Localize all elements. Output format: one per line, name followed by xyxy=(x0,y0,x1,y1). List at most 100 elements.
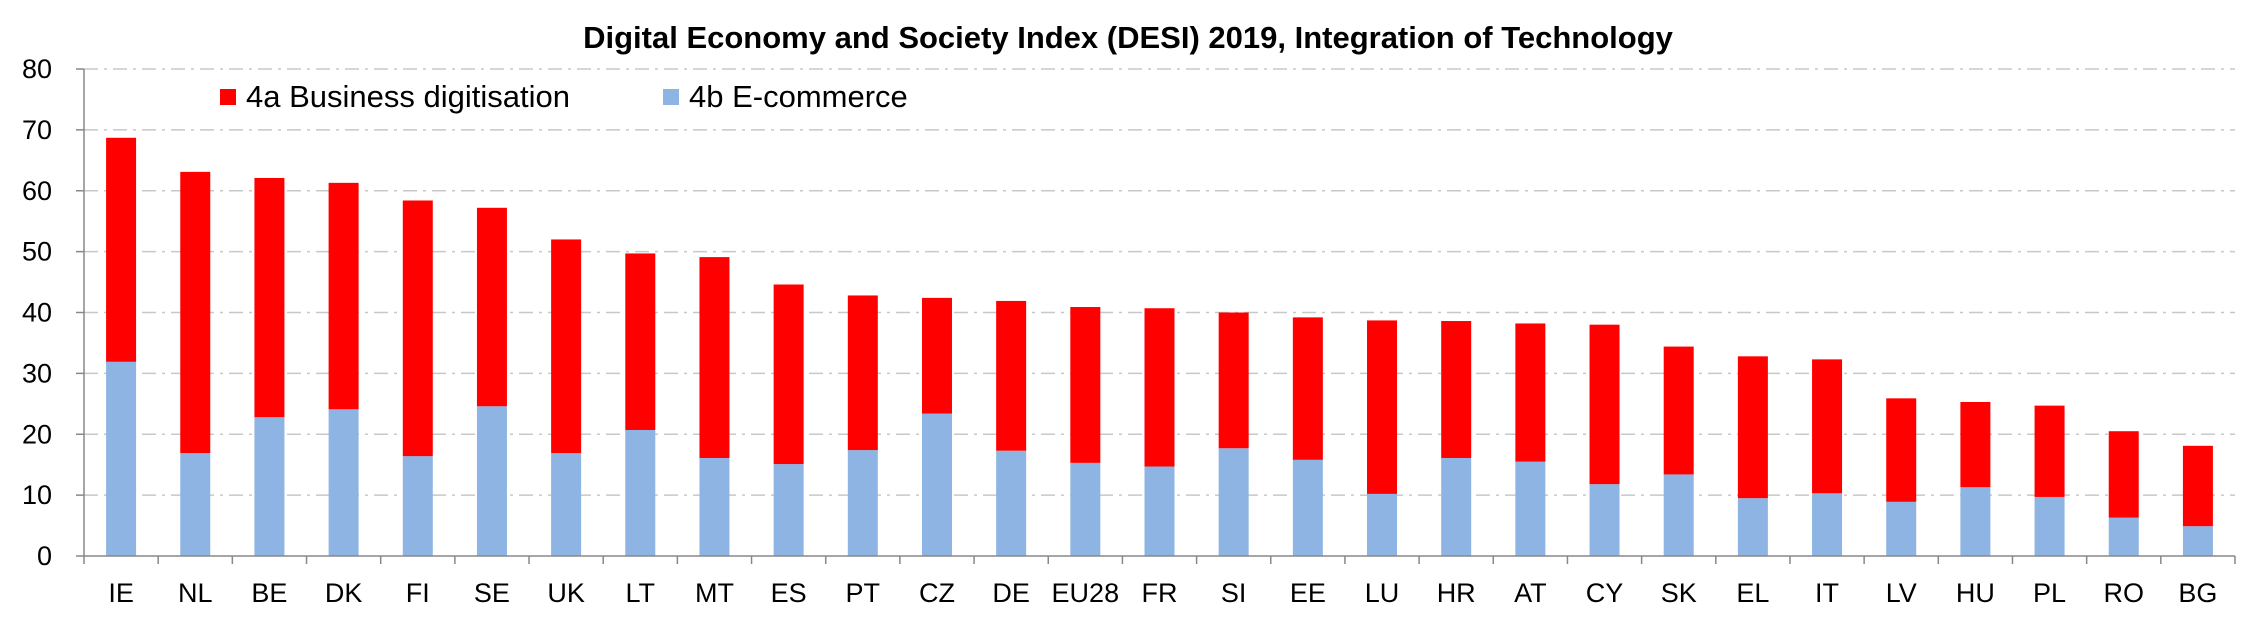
bar-lv-e-commerce xyxy=(1886,501,1917,556)
x-tick-label: NL xyxy=(178,578,213,608)
bar-at-e-commerce xyxy=(1515,461,1546,556)
x-tick-label: DK xyxy=(325,578,363,608)
legend: 4a Business digitisation 4b E-commerce xyxy=(220,79,908,114)
x-tick-label: AT xyxy=(1514,578,1547,608)
x-tick-label: EU28 xyxy=(1052,578,1120,608)
bar-at-business-digitisation xyxy=(1515,323,1546,462)
x-tick-label: IT xyxy=(1815,578,1839,608)
bar-lt-e-commerce xyxy=(625,429,656,556)
x-tick-label: MT xyxy=(695,578,734,608)
x-tick-label: FI xyxy=(406,578,430,608)
bar-pt-e-commerce xyxy=(847,450,878,556)
x-tick-label: HR xyxy=(1437,578,1476,608)
bar-bg-business-digitisation xyxy=(2182,445,2213,527)
x-tick-label: SK xyxy=(1661,578,1697,608)
bar-hu-business-digitisation xyxy=(1960,401,1991,488)
bar-dk-business-digitisation xyxy=(328,182,359,410)
x-tick-label: CZ xyxy=(919,578,955,608)
bar-de-e-commerce xyxy=(996,450,1027,556)
x-tick-label: BE xyxy=(251,578,287,608)
x-tick-label: IE xyxy=(108,578,134,608)
bar-cz-e-commerce xyxy=(921,413,952,556)
x-tick-label: UK xyxy=(547,578,585,608)
bar-uk-e-commerce xyxy=(551,453,582,556)
bar-nl-business-digitisation xyxy=(180,171,211,454)
y-tick-label: 50 xyxy=(22,237,52,267)
bar-el-e-commerce xyxy=(1737,498,1768,556)
bar-ro-business-digitisation xyxy=(2108,431,2139,518)
bar-ee-business-digitisation xyxy=(1292,317,1323,460)
x-tick-label: PL xyxy=(2033,578,2066,608)
bar-lu-e-commerce xyxy=(1367,493,1398,556)
bar-si-business-digitisation xyxy=(1218,312,1249,449)
bar-fr-e-commerce xyxy=(1144,466,1175,556)
bar-lv-business-digitisation xyxy=(1886,398,1917,502)
y-tick-label: 10 xyxy=(22,480,52,510)
x-tick-label: SE xyxy=(474,578,510,608)
x-tick-label: EE xyxy=(1290,578,1326,608)
legend-swatch xyxy=(220,89,236,105)
bar-se-e-commerce xyxy=(476,406,507,556)
bar-fi-e-commerce xyxy=(402,456,433,556)
bar-hr-e-commerce xyxy=(1441,457,1472,556)
legend-swatch xyxy=(663,89,679,105)
x-tick-label: EL xyxy=(1736,578,1769,608)
bar-it-business-digitisation xyxy=(1812,359,1843,494)
x-tick-label: FR xyxy=(1142,578,1178,608)
bar-dk-e-commerce xyxy=(328,409,359,556)
x-axis: IE NL BE DK FI SE UK LT MT ES PT CZ DE EU28 FR SI EE LU HR… xyxy=(83,555,2236,608)
bar-be-business-digitisation xyxy=(254,177,285,418)
x-tick-label: SI xyxy=(1221,578,1247,608)
bar-cy-e-commerce xyxy=(1589,484,1620,556)
x-tick-label: LU xyxy=(1365,578,1400,608)
bar-ee-e-commerce xyxy=(1292,459,1323,556)
bar-fr-business-digitisation xyxy=(1144,308,1175,467)
bar-ie-business-digitisation xyxy=(106,137,137,362)
bar-mt-business-digitisation xyxy=(699,257,730,458)
bar-lu-business-digitisation xyxy=(1367,320,1398,494)
bar-fi-business-digitisation xyxy=(402,200,433,457)
y-axis: 0 10 20 30 40 50 60 70 80 xyxy=(22,54,85,571)
y-tick-label: 20 xyxy=(22,419,52,449)
bar-eu28-business-digitisation xyxy=(1070,307,1101,463)
legend-label: 4a Business digitisation xyxy=(246,79,570,114)
x-tick-label: HU xyxy=(1956,578,1995,608)
bar-es-business-digitisation xyxy=(773,284,804,465)
bar-el-business-digitisation xyxy=(1737,356,1768,499)
bar-pl-e-commerce xyxy=(2034,496,2065,556)
x-tick-label: CY xyxy=(1586,578,1624,608)
bar-se-business-digitisation xyxy=(476,207,507,407)
bar-uk-business-digitisation xyxy=(551,239,582,454)
x-tick-label: BG xyxy=(2178,578,2217,608)
bar-pt-business-digitisation xyxy=(847,295,878,451)
bar-hu-e-commerce xyxy=(1960,487,1991,556)
y-tick-label: 60 xyxy=(22,176,52,206)
y-tick-label: 40 xyxy=(22,298,52,328)
bar-lt-business-digitisation xyxy=(625,253,656,430)
bar-sk-e-commerce xyxy=(1663,474,1694,556)
x-tick-label: LT xyxy=(626,578,656,608)
bar-es-e-commerce xyxy=(773,464,804,556)
x-tick-label: DE xyxy=(992,578,1030,608)
bar-bg-e-commerce xyxy=(2182,526,2213,556)
y-tick-label: 70 xyxy=(22,115,52,145)
bar-sk-business-digitisation xyxy=(1663,346,1694,475)
bar-it-e-commerce xyxy=(1812,493,1843,556)
chart-title: Digital Economy and Society Index (DESI)… xyxy=(583,20,1674,55)
bar-be-e-commerce xyxy=(254,417,285,556)
x-tick-label: LV xyxy=(1886,578,1917,608)
y-tick-label: 30 xyxy=(22,358,52,388)
bar-ro-e-commerce xyxy=(2108,517,2139,556)
bars xyxy=(106,137,2213,556)
bar-nl-e-commerce xyxy=(180,453,211,556)
bar-cy-business-digitisation xyxy=(1589,324,1620,485)
bar-si-e-commerce xyxy=(1218,448,1249,556)
y-tick-label: 80 xyxy=(22,54,52,84)
bar-eu28-e-commerce xyxy=(1070,462,1101,556)
y-tick-label: 0 xyxy=(37,541,52,571)
x-tick-label: ES xyxy=(771,578,807,608)
bar-ie-e-commerce xyxy=(106,361,137,556)
x-tick-label: RO xyxy=(2103,578,2144,608)
bar-mt-e-commerce xyxy=(699,457,730,556)
